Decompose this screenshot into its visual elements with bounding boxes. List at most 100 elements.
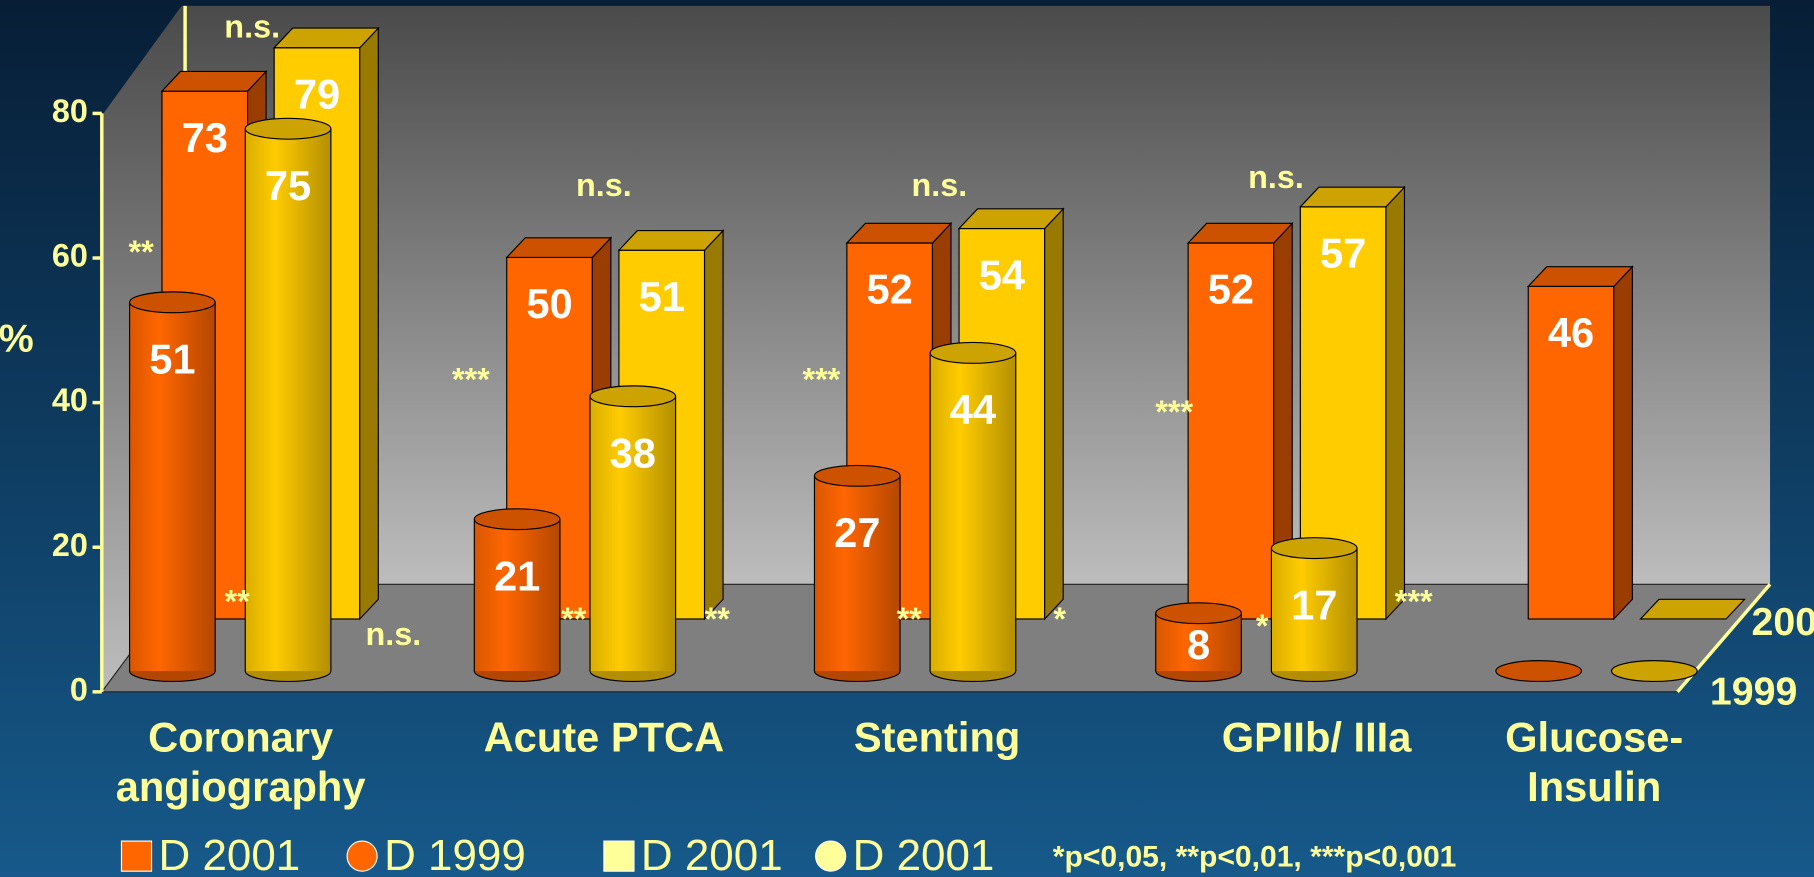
cylinder-top bbox=[589, 385, 677, 408]
annotation: n.s. bbox=[365, 616, 421, 652]
cylinder-top bbox=[1610, 660, 1698, 683]
value-label: 38 bbox=[610, 429, 656, 476]
x-tick-label: Acute PTCA bbox=[484, 713, 725, 760]
x-tick-label: angiography bbox=[116, 763, 366, 810]
cylinder bbox=[1610, 660, 1698, 683]
annotation: *** bbox=[1155, 394, 1193, 430]
y-tick-label: 20 bbox=[52, 527, 88, 563]
legend-swatch bbox=[120, 840, 153, 872]
bar-top bbox=[505, 237, 613, 259]
bar-front bbox=[1527, 285, 1615, 620]
y-tick-label: 80 bbox=[52, 93, 88, 129]
value-label: 75 bbox=[265, 162, 311, 209]
bar bbox=[1186, 221, 1294, 621]
cylinder bbox=[929, 341, 1017, 683]
legend-swatch bbox=[603, 840, 635, 872]
cylinder-top bbox=[1495, 660, 1583, 683]
value-label: 57 bbox=[1320, 230, 1366, 277]
cylinder-body bbox=[590, 396, 676, 672]
bar-top bbox=[957, 208, 1065, 230]
annotation: ** bbox=[897, 601, 923, 637]
footnote: *p<0,05, **p<0,01, ***p<0,001 bbox=[1053, 840, 1457, 873]
annotation: ** bbox=[705, 601, 731, 637]
bar-top bbox=[1526, 266, 1634, 287]
x-tick-label: Coronary bbox=[148, 713, 333, 760]
bar-top bbox=[845, 222, 953, 244]
cylinder bbox=[1495, 660, 1583, 683]
bar-side bbox=[1385, 185, 1406, 621]
annotation: * bbox=[1053, 601, 1066, 637]
value-label: 27 bbox=[834, 509, 880, 556]
cylinder-top bbox=[244, 117, 332, 140]
cylinder bbox=[1270, 537, 1358, 683]
cylinder bbox=[589, 385, 677, 683]
annotation: n.s. bbox=[912, 167, 968, 203]
bar-side bbox=[1044, 207, 1064, 621]
annotation: n.s. bbox=[1248, 159, 1304, 195]
value-label: 8 bbox=[1187, 621, 1210, 668]
bar-side bbox=[1613, 265, 1633, 621]
value-label: 50 bbox=[526, 280, 572, 327]
cylinder-body bbox=[129, 302, 216, 672]
annotation: ** bbox=[225, 583, 251, 619]
legend-label: D 2001 bbox=[158, 831, 300, 877]
cylinder-top bbox=[929, 341, 1017, 364]
cylinder-top bbox=[1155, 602, 1242, 625]
cylinder bbox=[1155, 602, 1242, 683]
value-label: 52 bbox=[1208, 266, 1254, 313]
value-label: 51 bbox=[149, 335, 195, 382]
cylinder-top bbox=[1270, 537, 1358, 560]
value-label: 51 bbox=[639, 273, 685, 320]
annotation: ** bbox=[129, 234, 155, 270]
annotation: *** bbox=[452, 361, 490, 397]
cylinder-body bbox=[245, 128, 331, 672]
y-label: % bbox=[0, 317, 34, 361]
x-tick-label: Stenting bbox=[854, 713, 1020, 760]
value-label: 44 bbox=[950, 386, 996, 433]
annotation: * bbox=[1256, 608, 1269, 644]
cylinder-top bbox=[813, 464, 901, 487]
depth-label: 2001 bbox=[1752, 600, 1814, 644]
value-label: 21 bbox=[494, 552, 540, 599]
value-label: 73 bbox=[182, 114, 228, 161]
legend-label: D 1999 bbox=[384, 831, 526, 877]
bar-top bbox=[1186, 222, 1294, 244]
bar-front bbox=[1187, 242, 1275, 620]
bar-side bbox=[703, 229, 724, 621]
value-label: 79 bbox=[294, 71, 340, 118]
value-label: 52 bbox=[866, 266, 912, 313]
annotation: n.s. bbox=[224, 9, 280, 45]
bar-top bbox=[1299, 186, 1406, 208]
bar-top bbox=[617, 229, 725, 251]
cylinder-body bbox=[814, 475, 901, 672]
depth-label: 1999 bbox=[1710, 670, 1797, 714]
legend-label: D 2001 bbox=[853, 831, 995, 877]
cylinder bbox=[128, 291, 216, 683]
legend-label: D 2001 bbox=[641, 831, 783, 877]
bar-top bbox=[1639, 598, 1746, 620]
value-label: 17 bbox=[1291, 581, 1337, 628]
cylinder-top bbox=[473, 508, 561, 531]
cylinder bbox=[244, 117, 332, 683]
legend-swatch bbox=[815, 840, 847, 872]
x-tick-label: Glucose- bbox=[1505, 713, 1683, 760]
cylinder-body bbox=[474, 519, 560, 672]
cylinder bbox=[473, 508, 561, 683]
annotation: *** bbox=[802, 361, 840, 397]
value-label: 54 bbox=[979, 251, 1025, 298]
bar-top bbox=[160, 70, 268, 92]
x-tick-label: GPIIb/ IIIa bbox=[1222, 713, 1413, 760]
cylinder-body bbox=[930, 352, 1016, 672]
y-tick-label: 60 bbox=[52, 238, 88, 274]
annotation: ** bbox=[561, 601, 587, 637]
cylinder bbox=[813, 464, 901, 683]
y-tick-label: 0 bbox=[70, 671, 88, 707]
legend-swatch bbox=[346, 840, 378, 872]
value-label: 46 bbox=[1548, 309, 1594, 356]
annotation: n.s. bbox=[576, 167, 632, 203]
bar-side bbox=[359, 26, 379, 621]
cylinder-top bbox=[128, 291, 216, 314]
y-tick-label: 40 bbox=[52, 382, 88, 418]
x-tick-label: Insulin bbox=[1527, 763, 1661, 810]
